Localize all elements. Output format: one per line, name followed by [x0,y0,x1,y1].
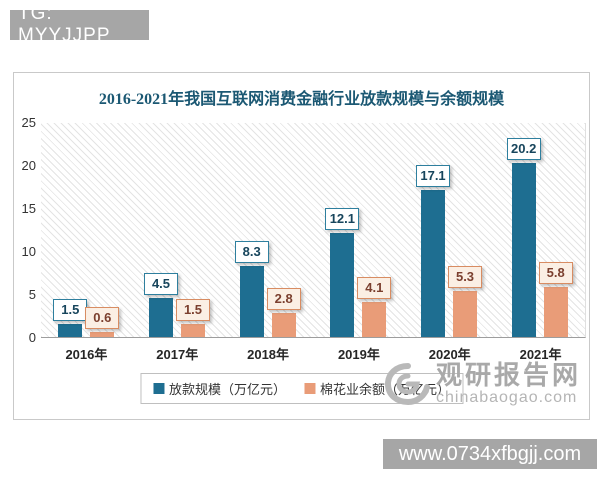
x-axis-tick: 2017年 [156,347,199,362]
legend-item: 放款规模（万亿元） [152,379,286,398]
bar-value-label: 1.5 [176,299,210,321]
bar [330,233,355,337]
y-axis-tick: 15 [21,201,36,216]
y-axis-tick: 20 [21,158,36,173]
bar-slot: 1.5 [176,299,210,337]
y-axis-tick: 25 [21,115,36,130]
bar [453,291,478,337]
bar-group-2016年: 1.5 0.6 [41,123,132,337]
bar-value-label: 17.1 [416,165,451,187]
watermark-name: 观研报告网 [435,360,581,390]
bar [239,266,264,337]
x-axis-tick: 2020年 [428,347,471,362]
bar-slot: 2.8 [266,288,301,337]
watermark-logo-icon [384,363,430,406]
bar-group-2021年: 20.2 5.8 [494,123,585,337]
bar [362,302,387,337]
bottom-banner-text: www.0734xfbgjj.com [398,442,582,465]
top-banner-text: TG: MYYJJPP [18,3,111,46]
top-watermark-banner: TG: MYYJJPP [10,3,149,46]
x-axis-tick: 2016年 [65,347,108,362]
bar-slot: 5.3 [448,266,483,337]
bar-value-label: 8.3 [234,241,269,263]
bar [543,287,568,337]
x-axis-tick: 2018年 [247,347,290,362]
watermark-domain: chinabaogao.com [435,389,578,406]
bar-value-label: 0.6 [85,307,120,329]
bottom-url-banner: www.0734xfbgjj.com [383,439,597,469]
legend-label: 放款规模（万亿元） [168,382,286,397]
bar-value-label: 20.2 [506,138,541,160]
bar-group-2018年: 8.3 2.8 [222,123,313,337]
bar [58,324,83,337]
bar [271,313,296,337]
legend-swatch-icon [152,383,164,394]
bar-value-label: 4.5 [144,273,178,295]
chart-container: 2016-2021年我国互联网消费金融行业放款规模与余额规模 1.5 0.6 4.5… [13,72,590,420]
bar [149,298,173,337]
bar [421,190,446,337]
plot-area: 1.5 0.6 4.5 1.5 8.3 2.8 12.1 4.1 17.1 5.3 20.2 5.8 [41,123,586,338]
chart-title: 2016-2021年我国互联网消费金融行业放款规模与余额规模 [98,91,505,108]
y-axis-tick: 5 [28,287,36,302]
bar [90,332,115,337]
bar-slot: 0.6 [85,307,120,337]
x-axis: 2016年 2017年 2018年 2019年 2020年 2021年 [41,344,586,363]
y-axis-tick: 10 [21,244,36,259]
x-axis-tick: 2021年 [519,347,562,362]
bar-slot: 4.5 [144,273,178,337]
bar-slot: 12.1 [325,208,360,337]
legend-swatch-icon [304,383,315,394]
bar-group-2019年: 12.1 4.1 [313,123,404,337]
bar-group-2017年: 4.5 1.5 [132,123,223,337]
bar-value-label: 1.5 [53,299,88,321]
x-axis-tick: 2019年 [337,347,380,362]
bar-slot: 8.3 [234,241,269,337]
bar-slot: 20.2 [506,138,541,337]
watermark: 观研报告网 chinabaogao.com [384,361,581,407]
bar-value-label: 5.3 [448,266,483,288]
bar [181,324,205,337]
bar-slot: 5.8 [538,262,573,337]
bar-value-label: 5.8 [538,262,573,284]
bar-value-label: 12.1 [325,208,360,230]
bar-group-2020年: 17.1 5.3 [404,123,495,337]
bar [511,163,536,337]
bar-value-label: 4.1 [357,277,392,299]
bar-slot: 1.5 [53,299,88,337]
y-axis-tick: 0 [28,330,36,345]
bar-slot: 17.1 [416,165,451,337]
bar-value-label: 2.8 [266,288,301,310]
bar-slot: 4.1 [357,277,392,337]
